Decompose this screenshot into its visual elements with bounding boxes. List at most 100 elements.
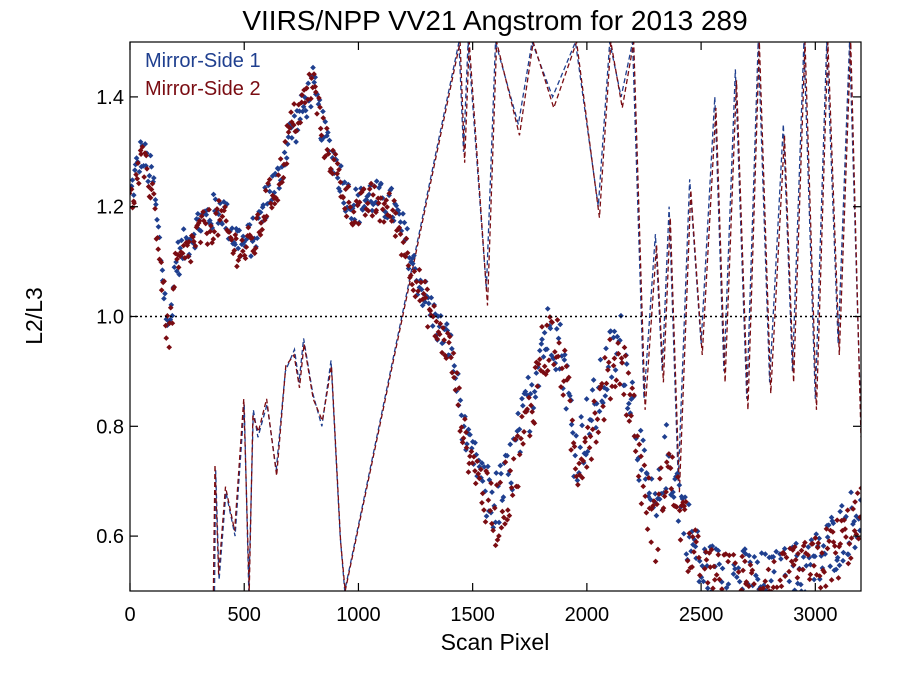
- y-tick-label: 0.6: [96, 526, 124, 548]
- data-point: [791, 544, 798, 550]
- data-point: [738, 587, 745, 591]
- data-point: [586, 444, 593, 451]
- data-point: [720, 597, 726, 603]
- data-point: [724, 595, 730, 601]
- data-point: [302, 99, 308, 106]
- data-point: [612, 383, 619, 390]
- data-point: [152, 197, 159, 203]
- data-point: [518, 435, 524, 442]
- data-point: [561, 357, 568, 363]
- data-point: [481, 464, 488, 470]
- data-point: [805, 552, 811, 558]
- data-point: [446, 333, 453, 340]
- data-point: [848, 535, 855, 541]
- data-point: [773, 602, 779, 608]
- data-point: [258, 220, 264, 226]
- data-point: [715, 547, 722, 554]
- data-point: [851, 518, 858, 525]
- data-point: [833, 566, 839, 573]
- data-point: [185, 253, 192, 260]
- data-point: [604, 386, 610, 393]
- x-tick-label: 0: [124, 604, 135, 626]
- data-point: [574, 477, 581, 484]
- data-point: [392, 233, 399, 239]
- data-point: [411, 268, 418, 275]
- data-point: [318, 132, 325, 139]
- data-point: [631, 433, 638, 440]
- data-point: [766, 588, 773, 591]
- data-point: [483, 513, 490, 519]
- data-point: [266, 188, 273, 195]
- data-point: [337, 179, 344, 186]
- data-point: [303, 85, 310, 91]
- data-point: [536, 347, 543, 354]
- data-point: [807, 571, 814, 578]
- data-point: [468, 448, 475, 455]
- data-point: [663, 489, 669, 495]
- data-point: [710, 585, 716, 591]
- data-point: [826, 538, 832, 544]
- data-point: [308, 95, 314, 102]
- data-point: [651, 498, 657, 504]
- data-point: [553, 326, 560, 332]
- data-point: [340, 194, 346, 201]
- data-point: [525, 374, 532, 381]
- data-point: [498, 470, 504, 477]
- data-point: [214, 206, 220, 212]
- data-point: [755, 596, 761, 602]
- data-point: [404, 250, 411, 256]
- data-point: [340, 200, 347, 206]
- data-point: [852, 499, 858, 505]
- data-point: [623, 361, 630, 367]
- data-point: [493, 470, 500, 476]
- data-point: [588, 417, 595, 424]
- data-point: [631, 392, 637, 399]
- data-point: [213, 210, 219, 217]
- data-point: [754, 592, 760, 598]
- data-point: [670, 494, 677, 501]
- data-point: [676, 507, 683, 514]
- data-point: [370, 192, 376, 198]
- data-point: [459, 439, 466, 446]
- data-point: [772, 606, 778, 612]
- data-point: [673, 504, 680, 510]
- data-point: [504, 516, 511, 523]
- data-point: [337, 188, 343, 194]
- data-point: [749, 567, 756, 574]
- data-point: [276, 185, 283, 191]
- y-tick-label: 0.8: [96, 416, 124, 438]
- data-point: [783, 554, 790, 561]
- data-point: [519, 413, 525, 420]
- data-point: [498, 524, 505, 531]
- y-axis: 0.6 0.8 1.0 1.2 1.4: [96, 87, 861, 548]
- data-point: [368, 180, 374, 187]
- data-point: [413, 278, 420, 285]
- data-point: [822, 583, 829, 590]
- data-point: [286, 125, 293, 131]
- data-point: [735, 591, 741, 597]
- chart-title: VIIRS/NPP VV21 Angstrom for 2013 289: [242, 5, 747, 36]
- data-point: [796, 566, 803, 573]
- data-point: [685, 568, 691, 575]
- data-point: [568, 447, 574, 453]
- data-point: [252, 245, 259, 251]
- data-point: [652, 558, 659, 565]
- data-point: [686, 530, 693, 537]
- data-point: [472, 468, 478, 474]
- data-point: [802, 589, 808, 591]
- data-point: [514, 433, 521, 439]
- data-point: [508, 484, 515, 491]
- data-point: [840, 549, 847, 556]
- data-point: [180, 242, 187, 249]
- data-point: [775, 606, 781, 612]
- data-point: [831, 543, 838, 549]
- data-point: [226, 229, 232, 235]
- data-point: [228, 236, 235, 243]
- data-point: [524, 406, 531, 412]
- data-point: [554, 317, 561, 323]
- data-point: [468, 445, 475, 452]
- data-point: [158, 259, 165, 266]
- data-point: [663, 459, 670, 465]
- data-point: [852, 544, 858, 551]
- data-point: [698, 594, 704, 600]
